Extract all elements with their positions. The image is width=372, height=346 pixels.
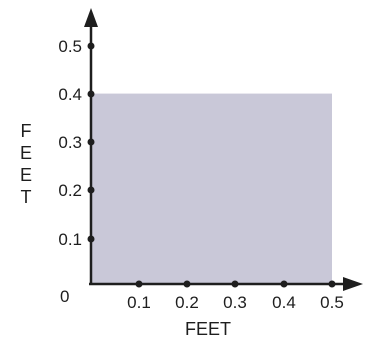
x-tick-label: 0.4 <box>272 293 296 312</box>
y-axis-title-letter: F <box>21 121 32 141</box>
y-axis-title: F E E T <box>20 121 32 207</box>
x-tick-label: 0.3 <box>223 293 247 312</box>
y-tick-label: 0.5 <box>58 37 82 56</box>
y-axis-arrowhead <box>84 8 98 27</box>
x-axis-arrowhead <box>343 277 363 291</box>
x-tick-label: 0.5 <box>320 293 344 312</box>
y-tick-dot <box>87 186 95 194</box>
x-tick-dot <box>280 280 288 288</box>
x-tick-dot <box>328 280 336 288</box>
y-tick-dot <box>87 138 95 146</box>
y-axis-ticks: 0.1 0.2 0.3 0.4 0.5 <box>58 37 95 249</box>
x-tick-dot <box>231 280 239 288</box>
y-axis-title-letter: T <box>21 187 32 207</box>
y-tick-dot <box>87 235 95 243</box>
y-tick-label: 0.4 <box>58 85 82 104</box>
origin-label: 0 <box>60 287 69 306</box>
y-tick-label: 0.1 <box>58 230 82 249</box>
y-axis-title-letter: E <box>20 143 32 163</box>
shaded-region <box>91 93 332 284</box>
y-tick-dot <box>87 42 95 50</box>
x-tick-label: 0.1 <box>127 293 151 312</box>
x-tick-label: 0.2 <box>175 293 199 312</box>
y-tick-label: 0.3 <box>58 133 82 152</box>
x-axis-ticks: 0.1 0.2 0.3 0.4 0.5 <box>127 280 344 312</box>
x-axis-title: FEET <box>185 319 231 339</box>
x-tick-dot <box>135 280 143 288</box>
y-tick-label: 0.2 <box>58 181 82 200</box>
y-axis-title-letter: E <box>20 165 32 185</box>
y-tick-dot <box>87 90 95 98</box>
x-tick-dot <box>183 280 191 288</box>
